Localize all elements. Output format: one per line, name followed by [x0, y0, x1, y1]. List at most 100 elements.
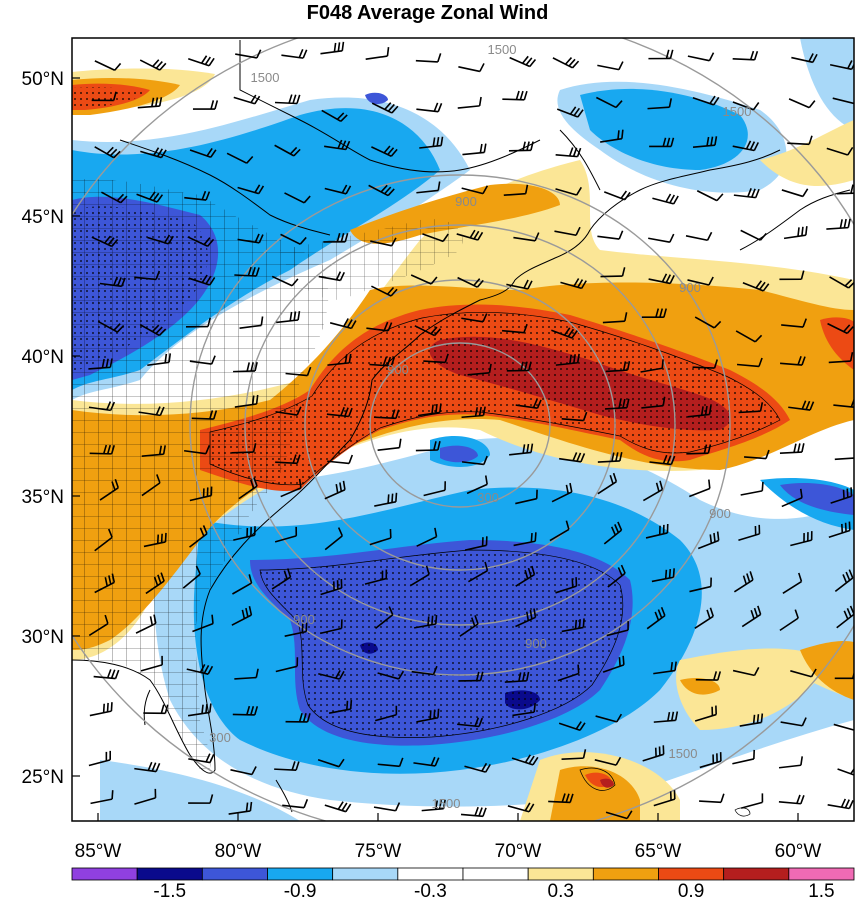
wind-barb	[226, 152, 254, 164]
wind-barb	[364, 569, 388, 585]
wind-barb	[459, 615, 479, 637]
wind-barb	[733, 571, 754, 593]
wind-barb	[191, 410, 218, 420]
wind-barb	[555, 353, 580, 366]
wind-barb	[826, 218, 851, 230]
wind-barb	[319, 619, 343, 635]
wind-barb	[416, 527, 438, 547]
wind-barb	[285, 712, 311, 723]
wind-barb	[461, 313, 488, 323]
wind-barb	[551, 482, 573, 503]
wind-barb	[503, 184, 529, 196]
wind-barb	[557, 664, 580, 682]
wind-barb	[189, 148, 217, 158]
wind-barb	[138, 406, 165, 417]
wind-barb	[778, 756, 804, 769]
ring-label: 300	[477, 490, 499, 505]
wind-barb	[324, 527, 344, 551]
wind-barb	[780, 356, 806, 366]
wind-barb	[689, 577, 712, 593]
wind-barb	[271, 275, 299, 287]
ring-label: 900	[679, 280, 701, 295]
wind-barb	[456, 229, 484, 241]
colorbar-label: 0.9	[678, 881, 704, 900]
wind-barb	[457, 276, 484, 288]
wind-barb	[416, 181, 441, 194]
wind-barb	[778, 794, 805, 805]
wind-barb	[551, 327, 578, 339]
wind-barb	[464, 762, 491, 773]
lon-label: 65°W	[635, 841, 682, 862]
lon-label: 60°W	[775, 841, 822, 862]
wind-barb	[326, 406, 353, 418]
wind-barb	[787, 135, 813, 146]
wind-barb	[88, 358, 113, 370]
wind-barb	[827, 798, 854, 810]
wind-barb	[732, 101, 760, 111]
wind-barb	[738, 524, 761, 541]
wind-barb	[642, 745, 665, 762]
wind-barb	[781, 318, 807, 328]
wind-barb	[461, 406, 486, 419]
wind-barb	[512, 703, 536, 717]
wind-barb	[377, 757, 404, 768]
wind-barb	[99, 276, 126, 288]
wind-barb	[645, 523, 669, 539]
wind-barb	[742, 280, 770, 292]
ring-label: 900	[455, 194, 477, 209]
wind-barb	[186, 664, 214, 675]
wind-barb	[646, 606, 666, 630]
wind-barb	[233, 526, 256, 541]
wind-barb	[275, 406, 302, 416]
lon-label: 75°W	[355, 841, 402, 862]
wind-barb	[413, 614, 438, 629]
wind-barb	[423, 481, 447, 497]
wind-barb	[416, 102, 443, 113]
wind-barb	[504, 671, 530, 683]
colorbar	[71, 867, 855, 881]
wind-barb	[781, 188, 809, 198]
plot-frame	[71, 37, 855, 822]
wind-barb	[555, 186, 582, 196]
wind-barb	[828, 352, 854, 364]
wind-barb	[692, 136, 718, 149]
wind-barb	[275, 657, 299, 673]
wind-barb	[377, 670, 405, 680]
wind-barb	[732, 667, 760, 677]
wind-barb	[692, 95, 720, 106]
wind-barb	[467, 363, 492, 376]
wind-barb	[828, 521, 851, 539]
wind-barb	[783, 226, 808, 240]
wind-barb	[275, 454, 301, 465]
wind-barb	[555, 577, 578, 594]
wind-barb	[560, 278, 587, 290]
wind-barb	[143, 704, 169, 715]
wind-barb	[324, 480, 346, 500]
wind-barb	[642, 480, 664, 502]
wind-barb	[653, 790, 676, 807]
wind-barb	[461, 185, 489, 195]
wind-barb	[185, 317, 212, 328]
wind-barb	[732, 50, 759, 61]
colorbar-segment	[462, 867, 529, 881]
wind-barb	[366, 321, 393, 332]
wind-barb	[284, 622, 308, 637]
wind-barb	[374, 492, 398, 507]
wind-barb	[548, 793, 574, 804]
wind-barb	[694, 705, 717, 722]
wind-barb	[414, 325, 442, 337]
wind-barb	[141, 445, 166, 458]
wind-barb	[189, 355, 216, 365]
wind-barb	[741, 605, 762, 628]
wind-barb	[695, 671, 722, 681]
wind-barb	[274, 761, 300, 771]
wind-barb	[321, 109, 348, 122]
range-ring-300	[369, 342, 551, 508]
range-ring-labels: 300 900 900 900 900 900 900 1500 1500 1500 1500 150…	[209, 42, 751, 811]
wind-barb	[234, 394, 259, 408]
wind-barb	[561, 618, 585, 633]
wind-barb	[827, 322, 854, 335]
wind-barb	[834, 569, 854, 592]
wind-barb	[558, 721, 586, 732]
wind-barb	[284, 192, 311, 204]
